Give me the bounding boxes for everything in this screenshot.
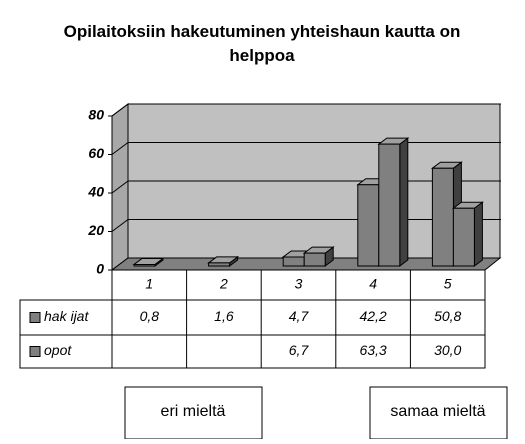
bar (132, 257, 165, 267)
x-tick-label: 2 (219, 276, 228, 292)
annotation: eri mieltä (161, 403, 226, 420)
legend-swatch (29, 346, 41, 357)
y-tick-label: 80 (88, 107, 104, 123)
table-value: 1,6 (214, 308, 234, 324)
table-value: 4,7 (289, 308, 310, 324)
table (19, 299, 486, 369)
annotation: samaa mieltä (390, 403, 485, 420)
y-tick-label: 0 (96, 261, 104, 277)
bar-face (452, 207, 475, 267)
bar-face (303, 252, 326, 267)
x-tick-label: 4 (369, 276, 377, 292)
annotation-box (124, 386, 263, 440)
table-value: 6,7 (289, 342, 310, 358)
table-value: 42,2 (359, 308, 386, 324)
chart-title: Opilaitoksiin hakeutuminen yhteishaun ka… (63, 22, 461, 65)
bar-face (357, 184, 380, 267)
grid-line (111, 142, 129, 155)
x-tick-label: 5 (444, 276, 452, 292)
bar (207, 255, 240, 267)
bar-face (431, 167, 454, 267)
table-value: 0,8 (140, 308, 160, 324)
bar-face (282, 256, 305, 267)
y-tick-label: 60 (88, 145, 104, 161)
table-value: 50,8 (434, 308, 461, 324)
annotation-box (369, 386, 508, 440)
bar (451, 201, 484, 267)
x-tick-label: 3 (295, 276, 303, 292)
x-tick-label: 1 (145, 276, 153, 292)
grid-line (111, 219, 129, 232)
bar-face (208, 262, 231, 267)
bar-face (473, 201, 483, 267)
table-value: 30,0 (434, 342, 461, 358)
legend-swatch (29, 312, 41, 323)
bar (377, 137, 410, 267)
bar-face (399, 137, 409, 267)
grid-line (111, 180, 129, 194)
y-tick-label: 40 (87, 184, 104, 200)
bar-face (378, 143, 401, 267)
bar-face (133, 263, 156, 267)
legend-label: opot (44, 342, 72, 358)
grid-line (111, 103, 129, 117)
y-tick-label: 20 (87, 222, 104, 238)
bar (302, 246, 335, 267)
table-value: 63,3 (359, 342, 386, 358)
legend-label: hak ijat (44, 308, 89, 324)
